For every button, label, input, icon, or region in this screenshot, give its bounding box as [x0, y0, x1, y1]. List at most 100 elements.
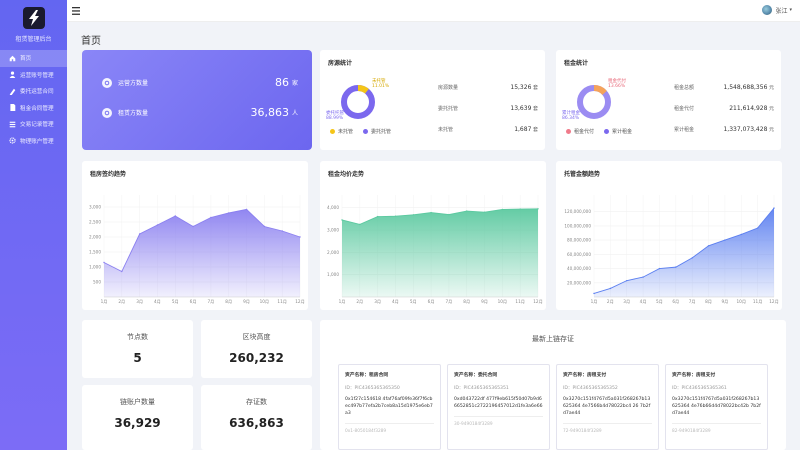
tenant-count-value: 36,863 [250, 106, 289, 119]
x-tick-label: 1月 [591, 299, 598, 305]
data-point [430, 211, 432, 214]
data-point [192, 225, 194, 228]
divider [454, 416, 543, 417]
x-tick-label: 5月 [172, 299, 179, 305]
sidebar-item-label: 物理账户管理 [20, 138, 54, 145]
block-height-value: 260,232 [229, 351, 284, 365]
pen-icon [8, 87, 16, 95]
tenant-count-unit: 人 [291, 110, 298, 117]
legend-item[interactable]: 租金代付 [566, 128, 594, 135]
sidebar-item-entrust-contract[interactable]: 委托运营合同 [0, 83, 67, 100]
data-point [740, 233, 742, 236]
data-point [412, 214, 414, 216]
stat-row: 未托管 1,687 套 [438, 126, 538, 133]
x-tick-label: 3月 [623, 299, 630, 305]
price-trend-card: 租金均价走势 1,000 2,000 3,000 4,000 1月 2月 3月 4月 5月 6月 7… [320, 161, 546, 310]
donut-segment-b [341, 85, 375, 119]
rent-stats-rows: 租金总额 1,548,688,356 元 租金代付 211,614,928 元 累计… [674, 84, 774, 147]
x-tick-label: 9月 [481, 299, 488, 305]
chart-title: 租房签约趋势 [90, 171, 127, 178]
x-tick-label: 6月 [672, 299, 679, 305]
series-line [103, 208, 301, 273]
user-menu[interactable]: 张江 ▾ [762, 5, 792, 15]
divider [672, 423, 761, 424]
y-tick-label: 60,000,000 [567, 252, 591, 257]
legend: 租金代付 累计租金 [566, 128, 632, 135]
y-tick-label: 500 [93, 280, 101, 285]
user-icon [8, 71, 16, 79]
x-tick-label: 9月 [721, 299, 728, 305]
latest-evidence-title: 最新上链存证 [532, 335, 574, 343]
legend-item[interactable]: 累计租金 [604, 128, 632, 135]
y-tick-label: 20,000,000 [567, 280, 591, 285]
app-logo[interactable] [22, 7, 45, 29]
evidence-item[interactable]: 资产名称：房租支付 ID：PIC4365365365352 0x3270c151… [556, 364, 659, 450]
evidence-hash: 0x3270c151f4767d5a031f268267b13625364 4e… [563, 397, 651, 416]
data-point [466, 210, 468, 212]
chevron-down-icon: ▾ [789, 7, 792, 13]
evidence-item[interactable]: 资产名称：房租支付 ID：PIC4365365365361 0x3270c151… [665, 364, 768, 450]
donut-label-b: 委托托管 88.99% [326, 111, 344, 121]
data-point [359, 223, 361, 226]
x-tick-label: 11月 [277, 299, 287, 305]
x-tick-label: 6月 [428, 299, 435, 305]
series-line [593, 207, 775, 294]
latest-evidence-card: 最新上链存证 资产名称：租房合同 ID：PIC4365365365350 0x1… [320, 320, 786, 450]
housing-stats-rows: 房源数量 15,326 套 委托托管 13,639 套 未托管 1,687 套 [438, 84, 538, 147]
sidebar-item-operator-accounts[interactable]: 运营账号管理 [0, 67, 67, 84]
user-name: 张江 [775, 7, 788, 15]
y-tick-label: 1,500 [89, 250, 101, 255]
app-title: 租赁管理后台 [15, 36, 52, 43]
chain-account-card: 链账户数量 36,929 [82, 385, 193, 450]
data-point [245, 208, 248, 211]
sidebar-item-transactions[interactable]: 交易记录管理 [0, 116, 67, 133]
evidence-asset-name: 资产名称：房租支付 [672, 373, 716, 378]
avatar [762, 5, 773, 15]
signing-trend-chart: 500 1,000 1,500 2,000 2,500 3,000 1月 2月 3月 4月 5月 6月… [89, 195, 305, 305]
data-point [675, 266, 677, 268]
evidence-hash: 0xd043722df 477f9eb615f50d07b9d66652851c… [454, 397, 543, 409]
data-point [281, 230, 283, 232]
y-tick-label: 40,000,000 [567, 266, 591, 271]
chain-account-value: 36,929 [114, 416, 161, 430]
series-area [594, 208, 774, 297]
divider [563, 423, 652, 424]
signing-trend-card: 租房签约趋势 500 1,000 1,500 2,000 2,500 3,000 1月 2月 3… [82, 161, 308, 310]
data-point [501, 208, 504, 211]
evidence-footer: 82-9490184f3289 [672, 429, 711, 434]
legend-item[interactable]: 委托托管 [363, 128, 391, 135]
donut-segment-a [341, 85, 375, 119]
evidence-item[interactable]: 资产名称：租房合同 ID：PIC4365365365350 0x1f27c154… [338, 364, 441, 450]
menu-icon[interactable] [72, 5, 81, 17]
sidebar-item-home[interactable]: 首页 [0, 50, 67, 67]
operator-icon [102, 77, 112, 88]
sidebar: 租赁管理后台 首页 运营账号管理 委托运营合同 租金合同管理 交易记录管理 物理… [0, 0, 67, 450]
sidebar-item-rent-contract[interactable]: 租金合同管理 [0, 100, 67, 117]
y-tick-label: 100,000,000 [564, 223, 591, 228]
x-tick-label: 3月 [136, 299, 143, 305]
data-point [658, 267, 661, 270]
data-point [156, 224, 159, 226]
sidebar-item-physical-accounts[interactable]: 物理账户管理 [0, 133, 67, 150]
data-point [609, 287, 612, 290]
x-tick-label: 4月 [392, 299, 399, 305]
evidence-item[interactable]: 资产名称：委托合同 ID：PIC4365365365351 0xd043722d… [447, 364, 550, 450]
x-tick-label: 8月 [705, 299, 712, 305]
x-tick-label: 2月 [118, 299, 125, 305]
data-point [724, 239, 726, 241]
x-tick-label: 4月 [640, 299, 647, 305]
legend-item[interactable]: 未托管 [330, 128, 353, 135]
data-point [756, 227, 759, 229]
data-point [103, 261, 105, 264]
evidence-id: ID：PIC4365365365351 [454, 386, 509, 391]
data-point [376, 215, 379, 218]
data-point [448, 213, 450, 216]
legend: 未托管 委托托管 [330, 128, 391, 135]
card-title: 租金统计 [564, 60, 589, 67]
evidence-id: ID：PIC4365365365352 [563, 386, 618, 391]
sidebar-item-label: 交易记录管理 [20, 122, 54, 129]
x-tick-label: 12月 [769, 299, 779, 305]
data-point [537, 208, 539, 210]
x-tick-label: 10月 [498, 299, 508, 305]
y-tick-label: 2,000 [89, 235, 101, 240]
